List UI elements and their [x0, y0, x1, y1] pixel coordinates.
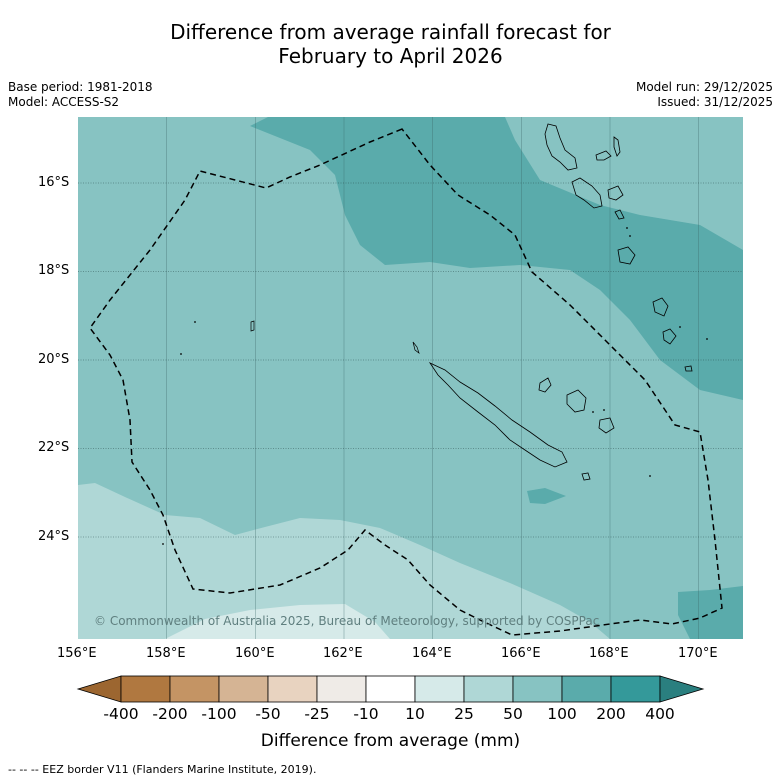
efate-island: [617, 246, 636, 265]
colorbar-label: 50: [503, 705, 523, 723]
colorbar-segment: [267, 675, 318, 703]
isle-of-pines: [581, 472, 591, 481]
colorbar-segments: [120, 675, 661, 703]
map-area: [78, 117, 743, 639]
lon-label-168: 168°E: [589, 646, 629, 661]
lat-label-20s: 20°S: [38, 352, 70, 367]
meta-left: Base period: 1981-2018 Model: ACCESS-S2: [8, 80, 153, 110]
anomaly-region-100-200: [250, 117, 743, 400]
base-period: Base period: 1981-2018: [8, 80, 153, 94]
mare-island: [598, 417, 615, 434]
lon-label-162: 162°E: [323, 646, 363, 661]
lifou-island: [566, 389, 587, 413]
colorbar-segment: [610, 675, 661, 703]
espiritu-santo: [544, 123, 578, 171]
graticule-lat: [78, 182, 743, 538]
colorbar-segment: [365, 675, 416, 703]
copyright-notice: © Commonwealth of Australia 2025, Bureau…: [94, 614, 600, 628]
small-islets: [162, 227, 708, 545]
chesterfield-reef: [250, 320, 255, 332]
colorbar-label: -200: [152, 705, 188, 723]
anomaly-region-10-25: [165, 604, 390, 639]
epi-island: [614, 209, 625, 220]
belep-islands: [412, 341, 420, 354]
model-name: Model: ACCESS-S2: [8, 95, 120, 109]
title-line-2: February to April 2026: [278, 44, 503, 68]
pentecost-island: [613, 136, 621, 157]
colorbar-label: 400: [645, 705, 675, 723]
lon-label-170: 170°E: [678, 646, 718, 661]
title-line-1: Difference from average rainfall forecas…: [170, 20, 611, 44]
colorbar: [76, 675, 705, 703]
lat-label-18s: 18°S: [38, 263, 70, 278]
colorbar-segment: [463, 675, 514, 703]
colorbar-segment: [120, 675, 171, 703]
colorbar-label: 200: [596, 705, 626, 723]
colorbar-label: 25: [454, 705, 474, 723]
new-caledonia-landmass: [428, 362, 568, 468]
meta-right: Model run: 29/12/2025 Issued: 31/12/2025: [636, 80, 773, 110]
colorbar-segment: [561, 675, 612, 703]
lon-label-158: 158°E: [146, 646, 186, 661]
ouvea-island: [538, 377, 552, 393]
colorbar-label: -25: [304, 705, 330, 723]
chart-title: Difference from average rainfall forecas…: [0, 20, 781, 68]
eez-border: [89, 128, 723, 636]
aneityum-island: [684, 365, 693, 372]
colorbar-label: 100: [547, 705, 577, 723]
anomaly-patch-100-200-se: [678, 586, 743, 639]
colorbar-label: -10: [353, 705, 379, 723]
tanna-island: [662, 328, 677, 345]
colorbar-segment: [512, 675, 563, 703]
model-run: Model run: 29/12/2025: [635, 80, 773, 94]
lon-label-160: 160°E: [235, 646, 275, 661]
colorbar-segment: [316, 675, 367, 703]
colorbar-label: -400: [103, 705, 139, 723]
lon-label-156: 156°E: [57, 646, 97, 661]
colorbar-arrow-low: [76, 675, 122, 703]
colorbar-label: -50: [255, 705, 281, 723]
colorbar-segment: [169, 675, 220, 703]
erromango-island: [652, 297, 669, 317]
lat-label-24s: 24°S: [38, 529, 70, 544]
colorbar-label: 10: [405, 705, 425, 723]
lat-label-22s: 22°S: [38, 440, 70, 455]
colorbar-segment: [414, 675, 465, 703]
malekula-island: [571, 177, 603, 209]
lon-label-164: 164°E: [412, 646, 452, 661]
graticule: [166, 117, 700, 639]
colorbar-arrow-high: [659, 675, 705, 703]
eez-legend-note: -- -- -- EEZ border V11 (Flanders Marine…: [8, 763, 317, 776]
ambrym-island: [607, 185, 624, 201]
colorbar-label: -100: [201, 705, 237, 723]
anomaly-patch-100-200: [527, 488, 566, 504]
lat-label-16s: 16°S: [38, 175, 70, 190]
colorbar-segment: [218, 675, 269, 703]
issued-date: Issued: 31/12/2025: [657, 95, 773, 109]
colorbar-title: Difference from average (mm): [260, 731, 521, 751]
maewo-island: [595, 150, 612, 161]
lon-label-166: 166°E: [501, 646, 541, 661]
